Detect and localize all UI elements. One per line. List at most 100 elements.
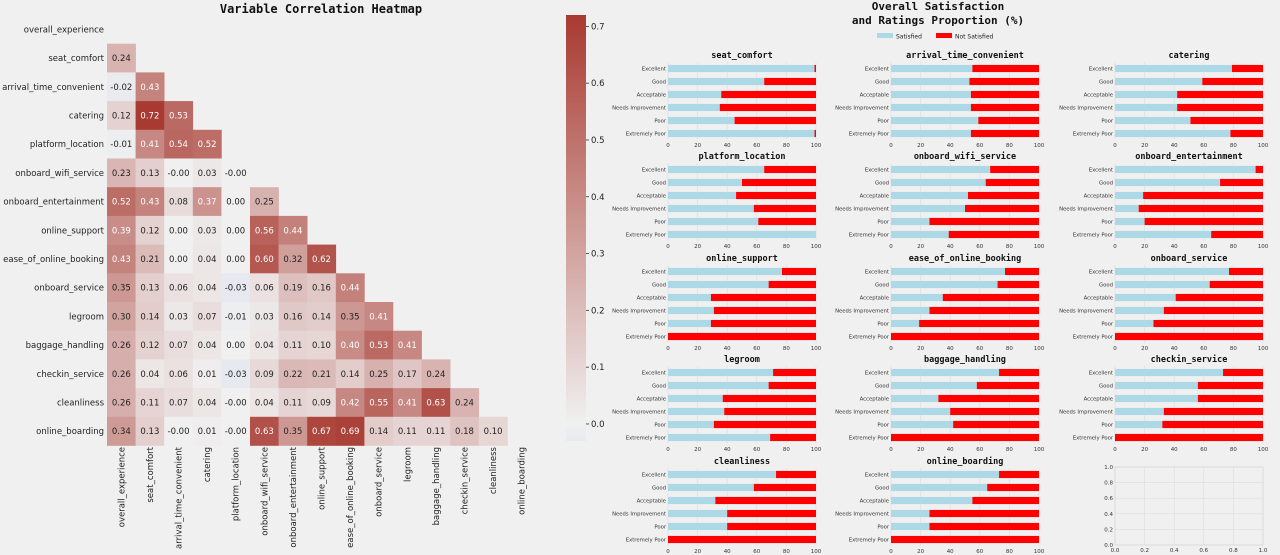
panel-x-tick-label: 80	[783, 346, 790, 352]
heatmap-cell-value: 0.24	[112, 54, 131, 64]
bar-satisfied	[891, 64, 973, 73]
heatmap-cell-value: 0.12	[140, 226, 159, 236]
panel-x-tick-label: 60	[976, 549, 983, 555]
heatmap-cell-value: 0.26	[112, 398, 131, 408]
panel-x-tick-label: 60	[1200, 447, 1207, 453]
bar-satisfied	[668, 230, 816, 239]
panel-x-tick-label: 0	[666, 447, 670, 453]
heatmap-cell	[164, 101, 194, 131]
panel-category-label: Good	[875, 384, 889, 390]
heatmap-cell	[450, 416, 480, 446]
empty-axes-x-tick-label: 0.2	[1140, 548, 1149, 554]
bar-not-satisfied	[727, 509, 816, 518]
heatmap-row-label: onboard_wifi_service	[15, 169, 104, 179]
bar-satisfied	[891, 267, 1005, 276]
bar-not-satisfied	[972, 64, 1039, 73]
panel-plot-area	[668, 62, 816, 140]
panel-category-label: Excellent	[865, 168, 889, 174]
heatmap-cell-value: 0.26	[112, 341, 131, 351]
panel-plot-area	[891, 163, 1039, 241]
heatmap-cell-value: 0.22	[283, 370, 302, 380]
bar-satisfied	[891, 483, 988, 492]
heatmap-cell-value: -0.02	[110, 83, 132, 93]
heatmap-cell-value: 0.24	[426, 370, 445, 380]
bar-not-satisfied	[997, 280, 1039, 289]
panel-plot-area	[1115, 366, 1263, 444]
heatmap-cell	[335, 302, 365, 331]
heatmap-cell-value: 0.04	[140, 370, 159, 380]
panel-category-label: Extremely Poor	[626, 132, 667, 138]
panel-category-label: Extremely Poor	[1073, 233, 1114, 239]
heatmap-cell	[250, 416, 279, 446]
heatmap-cell-value: -0.03	[225, 284, 247, 294]
bar-satisfied	[668, 433, 771, 442]
bar-satisfied	[668, 129, 815, 138]
heatmap-cell-value: 0.13	[140, 169, 159, 179]
bar-satisfied	[668, 267, 782, 276]
panel-x-tick-label: 20	[694, 346, 701, 352]
panel-x-tick-label: 100	[1258, 447, 1269, 453]
legend-label-satisfied: Satisfied	[896, 34, 922, 41]
panel-x-tick-label: 40	[947, 346, 954, 352]
bar-not-satisfied	[891, 332, 1039, 341]
heatmap-cell-value: -0.00	[225, 398, 247, 408]
heatmap-cell	[221, 416, 251, 446]
heatmap-cell	[364, 416, 394, 446]
bar-not-satisfied	[719, 103, 816, 112]
heatmap-cell-value: 0.00	[226, 226, 245, 236]
panel-category-label: Acceptable	[637, 499, 666, 505]
panel-x-tick-label: 100	[1258, 346, 1269, 352]
satisfaction-panel: cleanliness 0 20 40 60 80 100 Excellent Good Acce…	[612, 456, 822, 555]
heatmap-cell	[278, 302, 308, 331]
heatmap-cell-value: 0.62	[312, 255, 331, 265]
panel-category-label: Poor	[1101, 220, 1113, 226]
heatmap-cell	[164, 187, 194, 217]
colorbar-tick-label: 0.2	[591, 306, 605, 316]
panel-x-tick-label: 60	[976, 244, 983, 250]
panel-category-label: Needs Improvement	[612, 512, 666, 518]
heatmap-cell-value: 0.37	[198, 198, 217, 208]
heatmap-cell	[335, 330, 365, 360]
panel-plot-area	[891, 366, 1039, 444]
heatmap-cell	[107, 244, 136, 274]
bar-satisfied	[668, 165, 765, 174]
heatmap-row-label: checkin_service	[37, 370, 104, 380]
panel-category-label: Excellent	[865, 67, 889, 73]
heatmap-cell-value: 0.03	[169, 312, 188, 322]
satisfaction-panel: seat_comfort 0 20 40 60 80 100 Excellent Good Acc…	[612, 51, 822, 149]
heatmap-cell-value: 0.69	[341, 427, 360, 437]
heatmap-cell	[192, 302, 222, 331]
colorbar-tick-label: 0.5	[591, 136, 605, 146]
heatmap-cell-value: 0.07	[198, 312, 217, 322]
heatmap-cell-value: 0.04	[198, 398, 217, 408]
bar-not-satisfied	[742, 178, 816, 187]
bar-not-satisfied	[736, 191, 816, 200]
panel-x-tick-label: 100	[1034, 549, 1045, 555]
bar-satisfied	[668, 483, 754, 492]
heatmap-cell	[221, 273, 251, 303]
panel-category-label: Poor	[1101, 423, 1113, 429]
panel-x-tick-label: 100	[811, 346, 822, 352]
panel-x-tick-label: 0	[889, 244, 893, 250]
bar-not-satisfied	[753, 483, 816, 492]
bar-not-satisfied	[965, 204, 1039, 213]
panel-category-label: Extremely Poor	[849, 132, 890, 138]
heatmap-cell	[164, 416, 194, 446]
bar-satisfied	[668, 90, 722, 99]
panel-x-tick-label: 40	[1171, 447, 1178, 453]
bar-not-satisfied	[1211, 230, 1263, 239]
panel-x-tick-label: 20	[694, 549, 701, 555]
panel-x-tick-label: 60	[753, 143, 760, 149]
heatmap-column-label: onboard_wifi_service	[260, 447, 270, 536]
bar-satisfied	[668, 191, 737, 200]
bar-not-satisfied	[668, 535, 816, 544]
panel-x-tick-label: 80	[783, 143, 790, 149]
bar-satisfied	[891, 129, 971, 138]
bar-not-satisfied	[764, 77, 816, 86]
heatmap-cell	[221, 388, 251, 418]
panel-title: ease_of_online_booking	[909, 253, 1022, 264]
panel-category-label: Excellent	[642, 473, 666, 479]
bar-satisfied	[1115, 204, 1139, 213]
panel-category-label: Acceptable	[637, 296, 666, 302]
bar-satisfied	[891, 496, 973, 505]
